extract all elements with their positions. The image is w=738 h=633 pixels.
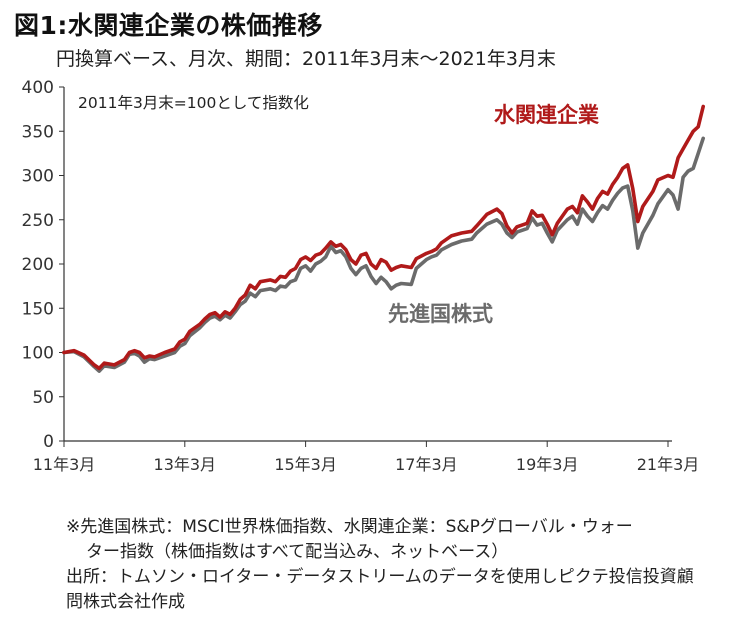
x-tick-label: 21年3月 — [637, 455, 700, 474]
chart-series — [62, 104, 705, 373]
y-tick-label: 200 — [22, 255, 54, 275]
note-line-4: 問株式会社作成 — [66, 592, 185, 612]
series-line-water — [62, 104, 705, 371]
y-tick-label: 300 — [22, 167, 54, 187]
y-tick-label: 250 — [22, 211, 54, 231]
chart-title: 図1:水関連企業の株価推移 — [14, 11, 323, 40]
index-note: 2011年3月末=100として指数化 — [78, 94, 309, 112]
y-tick-label: 0 — [43, 432, 54, 452]
x-tick-label: 15年3月 — [274, 455, 337, 474]
x-tick-label: 11年3月 — [33, 455, 96, 474]
y-tick-label: 400 — [22, 78, 54, 98]
chart-subtitle: 円換算ベース、月次、期間：2011年3月末～2021年3月末 — [56, 48, 556, 70]
x-tick-label: 13年3月 — [154, 455, 217, 474]
series-label-developed: 先進国株式 — [388, 302, 493, 326]
series-label-water: 水関連企業 — [494, 103, 600, 127]
x-tick-label: 19年3月 — [516, 455, 579, 474]
y-tick-label: 150 — [22, 299, 54, 319]
note-line-1: ※先進国株式：MSCI世界株価指数、水関連企業：S&Pグローバル・ウォー — [66, 517, 633, 537]
series-line-developed — [62, 136, 705, 373]
chart-labels: 2011年3月末=100として指数化水関連企業先進国株式 — [78, 94, 600, 326]
y-tick-label: 50 — [32, 388, 54, 408]
note-line-3: 出所：トムソン・ロイター・データストリームのデータを使用しピクテ投信投資顧 — [66, 567, 694, 587]
y-tick-label: 100 — [22, 344, 54, 364]
y-tick-label: 350 — [22, 122, 54, 142]
x-tick-label: 17年3月 — [395, 455, 458, 474]
line-chart: 0 50 100 150 200 250 300 350 400 11年3月 13年3月 15年3月 1… — [22, 78, 705, 474]
chart-axes: 0 50 100 150 200 250 300 350 400 11年3月 13年3月 15年3月 1… — [22, 78, 700, 474]
chart-notes: ※先進国株式：MSCI世界株価指数、水関連企業：S&Pグローバル・ウォー ター指… — [66, 515, 726, 615]
note-line-2: ター指数（株価指数はすべて配当込み、ネットベース） — [86, 542, 509, 562]
